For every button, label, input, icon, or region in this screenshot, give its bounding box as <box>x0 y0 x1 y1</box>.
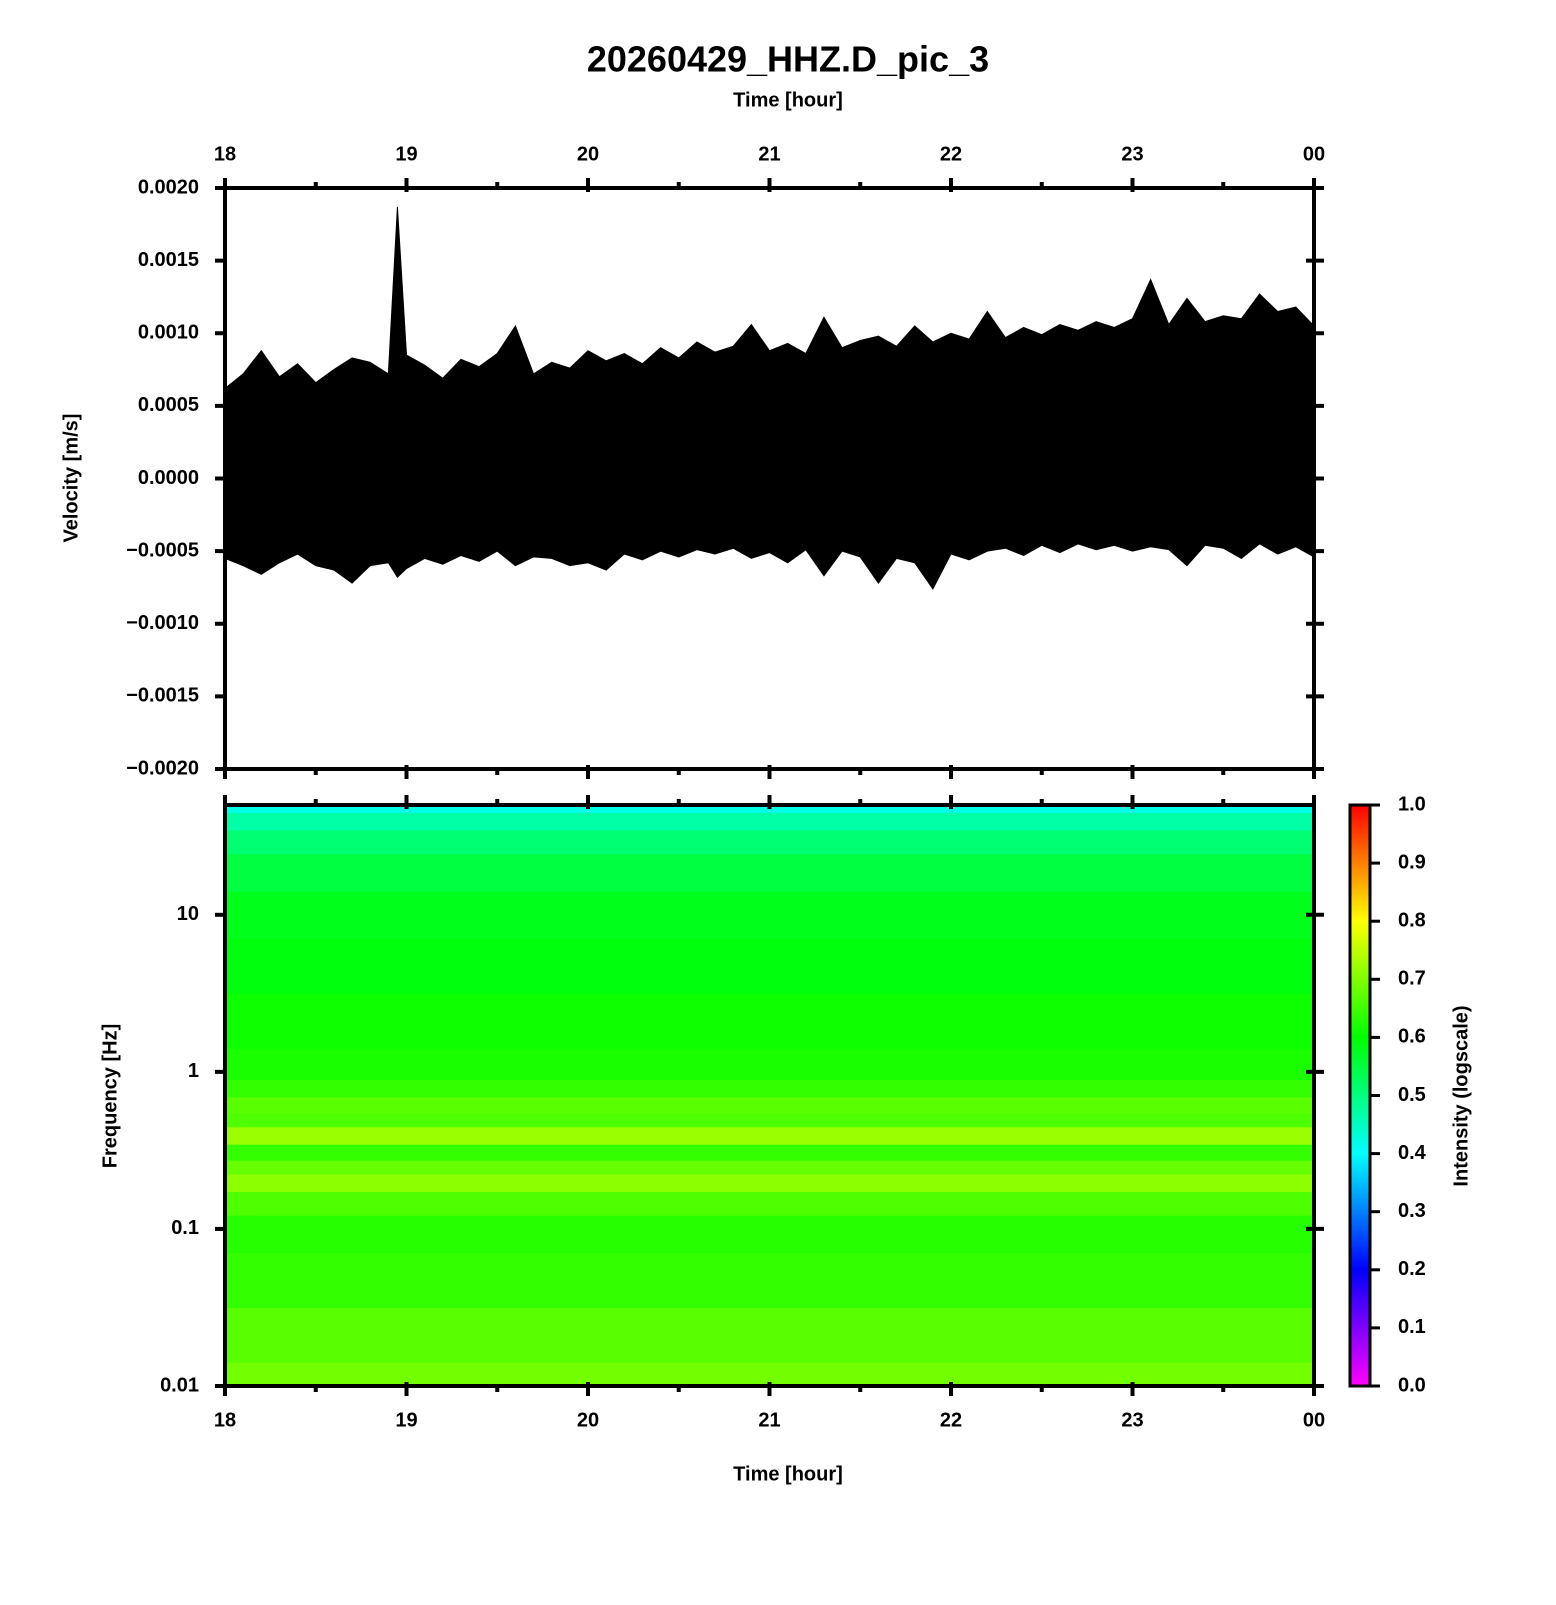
spectrogram-band <box>225 812 1314 831</box>
y-tick-label: 0.0000 <box>138 467 199 489</box>
y-tick-label: 0.0005 <box>138 394 199 416</box>
colorbar-tick-label: 0.3 <box>1398 1200 1426 1222</box>
x-tick-label: 21 <box>758 143 780 165</box>
spectrogram-band <box>225 1112 1314 1128</box>
colorbar-tick-label: 0.8 <box>1398 909 1426 931</box>
colorbar-tick-label: 0.6 <box>1398 1026 1426 1048</box>
x-tick-label: 19 <box>395 143 417 165</box>
y-axis-label: Velocity [m/s] <box>60 414 82 543</box>
y-axis-label: Frequency [Hz] <box>99 1024 121 1168</box>
x-tick-label: 00 <box>1303 1409 1325 1431</box>
x-tick-label: 23 <box>1121 143 1143 165</box>
colorbar-tick-label: 0.9 <box>1398 851 1426 873</box>
x-tick-label: 23 <box>1121 1409 1143 1431</box>
colorbar-tick-label: 0.7 <box>1398 968 1426 990</box>
y-tick-label: −0.0005 <box>126 539 199 561</box>
spectrogram-band <box>225 830 1314 855</box>
y-tick-label: −0.0010 <box>126 612 199 634</box>
x-tick-label: 22 <box>940 1409 962 1431</box>
y-tick-label: −0.0015 <box>126 685 199 707</box>
colorbar <box>1348 803 1372 1388</box>
colorbar-tick-label: 0.2 <box>1398 1258 1426 1280</box>
spectrogram-band <box>225 1174 1314 1192</box>
spectrogram-band <box>225 891 1314 939</box>
x-tick-label: 21 <box>758 1409 780 1431</box>
x-tick-label: 19 <box>395 1409 417 1431</box>
y-tick-label: 1 <box>188 1060 199 1082</box>
spectrogram-band <box>225 1144 1314 1161</box>
x-tick-label: 00 <box>1303 143 1325 165</box>
spectrogram-band <box>225 1307 1314 1363</box>
y-tick-label: 0.01 <box>160 1374 199 1396</box>
spectrogram-band <box>225 1252 1314 1308</box>
chart-title: 20260429_HHZ.D_pic_3 <box>587 39 989 80</box>
y-tick-label: 10 <box>177 903 199 925</box>
spectrogram-band <box>225 1096 1314 1114</box>
spectrogram-band <box>225 1126 1314 1145</box>
colorbar-tick-label: 1.0 <box>1398 793 1426 815</box>
colorbar-tick-label: 0.0 <box>1398 1374 1426 1396</box>
y-tick-label: −0.0020 <box>126 757 199 779</box>
x-axis-label: Time [hour] <box>733 89 843 111</box>
spectrogram-band <box>225 805 1314 814</box>
spectrogram-band <box>225 993 1314 1049</box>
spectrogram-band <box>225 1079 1314 1098</box>
x-axis-label: Time [hour] <box>733 1463 843 1485</box>
spectrogram-band <box>225 938 1314 994</box>
x-tick-label: 22 <box>940 143 962 165</box>
y-tick-label: 0.1 <box>171 1217 199 1239</box>
waveform <box>224 206 1315 590</box>
x-tick-label: 18 <box>214 1409 236 1431</box>
spectrogram-band <box>225 1191 1314 1216</box>
spectrogram-band <box>225 853 1314 892</box>
y-tick-label: 0.0015 <box>138 249 199 271</box>
x-tick-label: 20 <box>577 1409 599 1431</box>
y-tick-label: 0.0010 <box>138 322 199 344</box>
x-tick-label: 18 <box>214 143 236 165</box>
spectrogram-band <box>225 1160 1314 1175</box>
spectrogram-band <box>225 1215 1314 1254</box>
x-tick-label: 20 <box>577 143 599 165</box>
colorbar-tick-label: 0.1 <box>1398 1316 1426 1338</box>
spectrogram-band <box>225 1048 1314 1080</box>
colorbar-label: Intensity (logscale) <box>1450 1005 1472 1186</box>
y-tick-label: 0.0020 <box>138 176 199 198</box>
colorbar-tick-label: 0.5 <box>1398 1084 1426 1106</box>
colorbar-tick-label: 0.4 <box>1398 1142 1427 1164</box>
